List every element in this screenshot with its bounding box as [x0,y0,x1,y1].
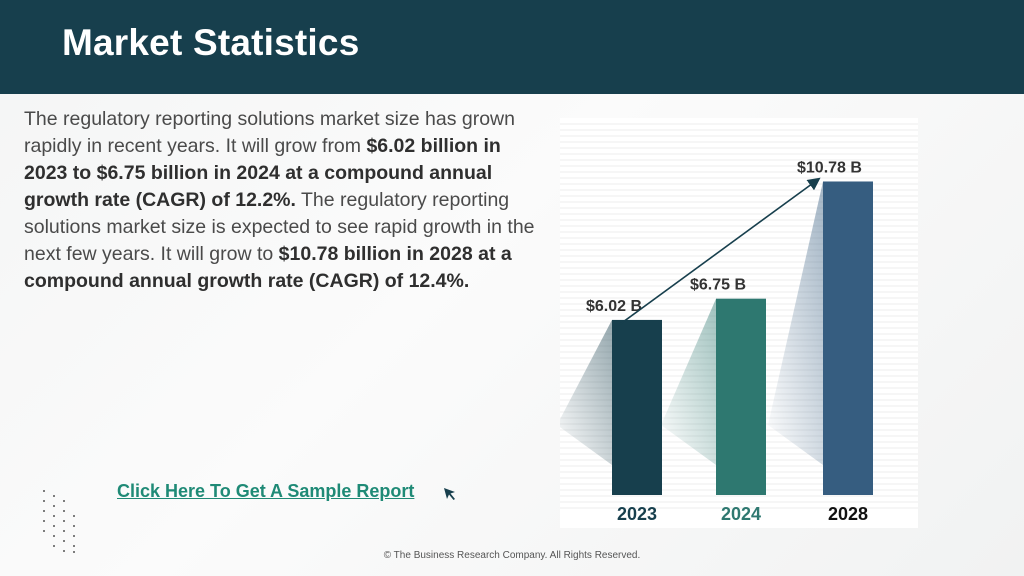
copyright-footer: © The Business Research Company. All Rig… [383,550,641,561]
bar-shadow [768,181,823,465]
highlight-stat-text: $6.02 billion in 2023 to $6.75 billion i… [24,135,501,211]
category-label-2024: 2024 [721,504,761,524]
header-bar: Market Statistics [0,0,1024,94]
bar-shadow [560,319,612,465]
data-label-2028: $10.78 B [797,159,862,176]
sample-report-link[interactable]: Click Here To Get A Sample Report [117,481,415,501]
highlight-stat-text: $10.78 billion in 2028 at a compound ann… [24,243,512,292]
cursor-arrow-icon [444,488,455,500]
page-title: Market Statistics [62,22,360,63]
bar-shadow [661,298,716,465]
decorative-dots [43,490,75,553]
bar-chart-panel: $6.02 B 2023 $6.75 B 2024 $10.78 B 2028 [560,118,918,528]
data-label-2023: $6.02 B [586,298,642,315]
market-summary-text: The regulatory reporting solutions marke… [24,106,544,295]
body-text-segment: The regulatory reporting solutions marke… [24,189,535,265]
bar-2024 [716,298,766,495]
trend-arrow [618,177,821,326]
bar-2023 [612,319,662,495]
body-text-segment: The regulatory reporting solutions marke… [24,108,515,157]
category-label-2028: 2028 [828,504,868,524]
category-label-2023: 2023 [617,504,657,524]
bar-2028 [823,181,873,495]
data-label-2024: $6.75 B [690,277,746,294]
bar-chart: $6.02 B 2023 $6.75 B 2024 $10.78 B 2028 [560,123,918,524]
